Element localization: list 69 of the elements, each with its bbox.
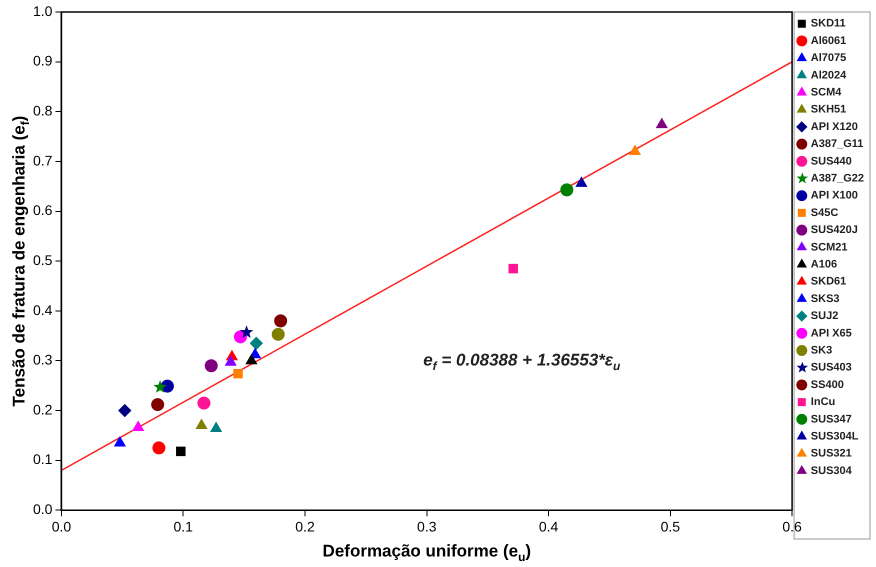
x-tick-label: 0.3 bbox=[417, 518, 437, 534]
point bbox=[629, 144, 641, 155]
legend-label: SUS420J bbox=[810, 224, 858, 236]
x-tick-label: 0.6 bbox=[782, 518, 802, 534]
legend-label: SUS321 bbox=[810, 448, 852, 460]
legend-label: SKD11 bbox=[810, 18, 846, 30]
point bbox=[210, 422, 222, 432]
y-tick-label: 0.2 bbox=[32, 401, 53, 418]
point bbox=[176, 446, 186, 456]
point bbox=[656, 118, 668, 128]
point bbox=[197, 396, 210, 410]
legend-label: SKH51 bbox=[810, 104, 846, 116]
point bbox=[204, 359, 218, 372]
legend-label: SKS3 bbox=[810, 292, 840, 305]
legend-label: Al7075 bbox=[810, 52, 846, 64]
legend-label: S45C bbox=[810, 206, 838, 219]
point bbox=[151, 398, 164, 412]
x-tick-label: 0.5 bbox=[660, 518, 680, 534]
legend-label: A387_G11 bbox=[810, 138, 864, 150]
point bbox=[118, 404, 132, 418]
point bbox=[225, 356, 236, 366]
point bbox=[196, 419, 208, 430]
point bbox=[274, 314, 288, 328]
legend-label: A106 bbox=[810, 258, 838, 271]
point bbox=[114, 436, 126, 446]
point bbox=[132, 421, 144, 431]
point bbox=[233, 368, 243, 378]
point bbox=[560, 183, 574, 196]
legend-label: SUS403 bbox=[810, 362, 852, 374]
legend-label: InCu bbox=[810, 396, 836, 408]
x-tick-label: 0.0 bbox=[52, 518, 72, 534]
point bbox=[576, 176, 588, 187]
point bbox=[246, 354, 258, 364]
point bbox=[250, 336, 263, 350]
legend-label: SS400 bbox=[810, 378, 844, 391]
point bbox=[153, 380, 167, 393]
legend-label: A387_G22 bbox=[810, 172, 864, 185]
legend-label: API X65 bbox=[810, 327, 852, 340]
y-axis-title: Tensão de fratura de engenharia (ef) bbox=[10, 116, 32, 407]
y-tick-label: 0.8 bbox=[32, 102, 53, 118]
x-tick-label: 0.4 bbox=[538, 518, 558, 534]
point bbox=[240, 325, 254, 338]
legend-label: SKD61 bbox=[810, 276, 846, 288]
legend-label: SUS440 bbox=[810, 155, 852, 168]
point bbox=[272, 328, 285, 341]
y-tick-label: 0.1 bbox=[32, 451, 53, 468]
y-tick-label: 0.0 bbox=[32, 501, 53, 518]
legend-label: Al2024 bbox=[810, 69, 848, 82]
y-tick-label: 0.7 bbox=[32, 152, 53, 168]
legend-label: SCM4 bbox=[810, 86, 842, 99]
legend-label: Al6061 bbox=[810, 34, 846, 47]
legend-label: SUS347 bbox=[810, 413, 852, 426]
y-tick-label: 0.6 bbox=[32, 202, 53, 218]
point bbox=[152, 441, 166, 454]
legend-label: API X100 bbox=[810, 190, 858, 202]
x-tick-label: 0.1 bbox=[174, 518, 194, 534]
legend-label: SUJ2 bbox=[810, 310, 838, 322]
point bbox=[508, 264, 518, 274]
legend-label: API X120 bbox=[810, 120, 858, 133]
legend-label: SUS304 bbox=[810, 464, 853, 477]
legend-label: SCM21 bbox=[810, 241, 848, 254]
legend-label: SUS304L bbox=[810, 430, 859, 443]
x-tick-label: 0.2 bbox=[295, 518, 315, 534]
legend-label: SK3 bbox=[810, 344, 832, 357]
y-tick-label: 0.3 bbox=[32, 352, 53, 368]
y-tick-label: 0.5 bbox=[32, 252, 53, 268]
y-tick-label: 1.0 bbox=[32, 2, 53, 19]
y-tick-label: 0.4 bbox=[32, 302, 53, 318]
y-tick-label: 0.9 bbox=[32, 52, 53, 69]
